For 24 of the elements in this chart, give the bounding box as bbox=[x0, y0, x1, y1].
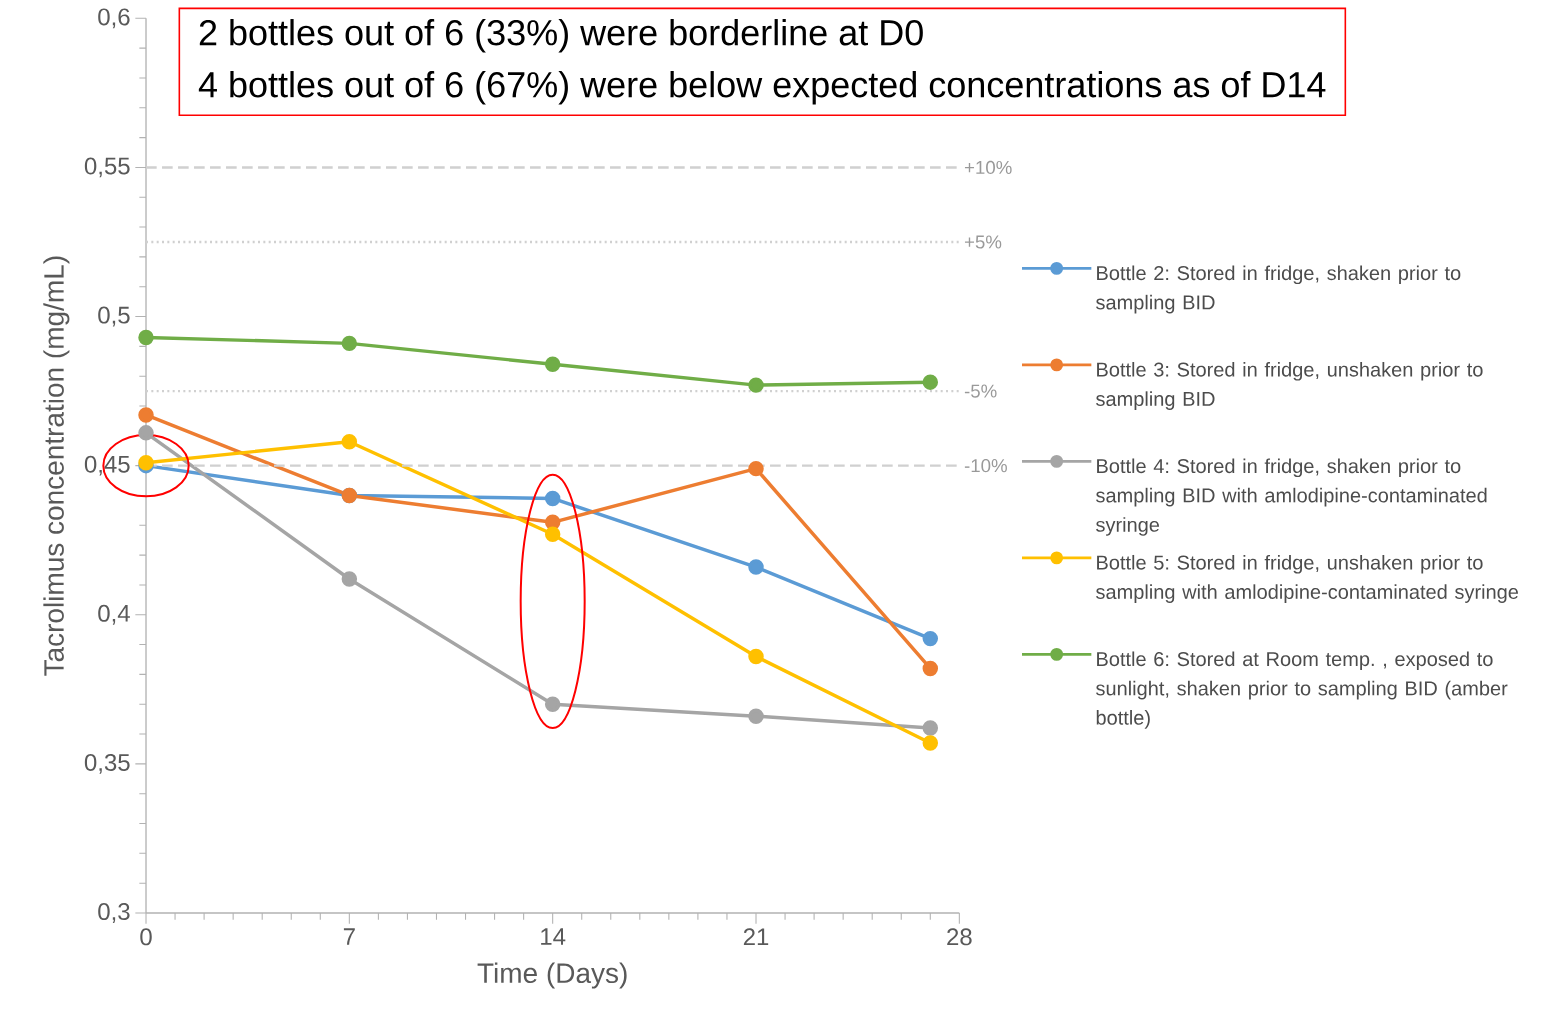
y-tick-label: 0,55 bbox=[84, 157, 130, 178]
y-tick-label: 0,35 bbox=[84, 753, 130, 774]
y-axis-title: Tacrolimus concentration (mg/mL) bbox=[43, 256, 70, 676]
y-tick-label: 0,6 bbox=[98, 8, 130, 29]
text: +10% bbox=[964, 160, 1012, 175]
y-tick-label: 0,5 bbox=[98, 306, 130, 327]
annotation: 2 bottles out of 6 (33%) were borderline at D0 bbox=[199, 19, 923, 53]
x-tick-label: 14 bbox=[541, 928, 566, 945]
y-tick-label: 0,3 bbox=[98, 903, 130, 923]
x-tick-label: 28 bbox=[947, 928, 972, 946]
x-tick-label: 7 bbox=[343, 928, 355, 945]
annotation: 4 bottles out of 6 (67%) were below expected concentrations as of D14 bbox=[198, 71, 1326, 105]
x-tick-label: 0 bbox=[140, 928, 152, 946]
legend-label: Bottle 3: Stored in fridge, unshaken prior to sampling BID bbox=[1096, 361, 1483, 410]
legend-label: Bottle 4: Stored in fridge, shaken prior to sampling BID with amlodipine-contaminated syringe bbox=[1096, 458, 1487, 536]
legend-label: Bottle 5: Stored in fridge, unshaken prior to sampling with amlodipine-contaminated syringe bbox=[1096, 554, 1519, 603]
y-tick-label: 0,4 bbox=[98, 604, 130, 625]
x-axis-title: Time (Days) bbox=[477, 962, 627, 989]
text: -10% bbox=[964, 459, 1007, 473]
text: +5% bbox=[964, 235, 1002, 249]
x-tick-label: 21 bbox=[743, 928, 769, 946]
legend-label: Bottle 2: Stored in fridge, shaken prior to sampling BID bbox=[1096, 265, 1461, 314]
legend-label: Bottle 6: Stored at Room temp. , exposed to sunlight, shaken prior to sampling BID (amber bottle) bbox=[1096, 651, 1508, 729]
text: -5% bbox=[964, 384, 997, 398]
